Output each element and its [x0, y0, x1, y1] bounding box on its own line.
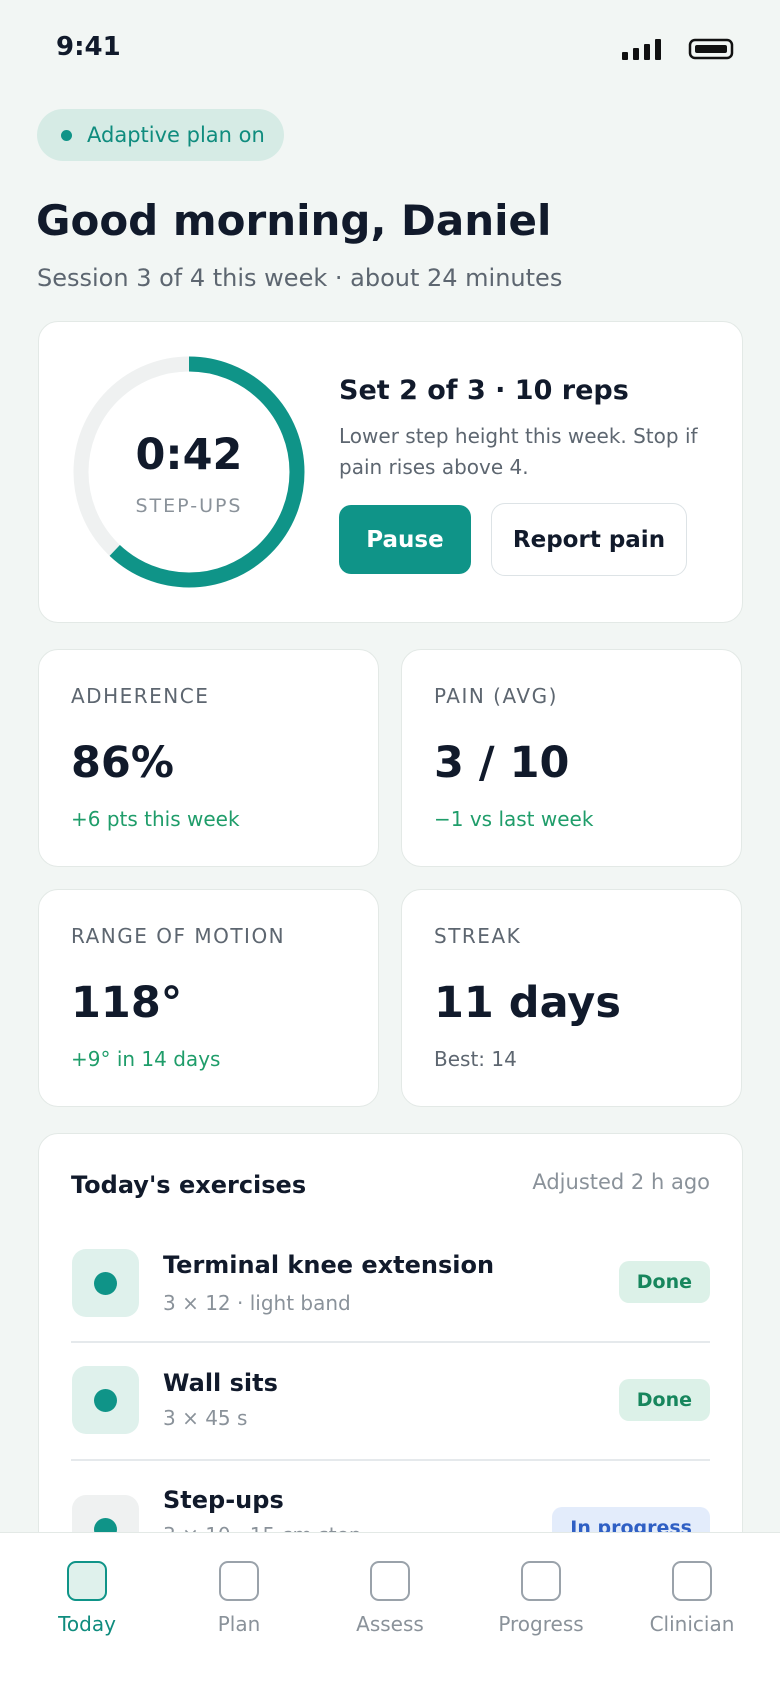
stat-label: ADHERENCE — [71, 684, 210, 708]
stat-delta: −1 vs last week — [434, 807, 594, 831]
status-icons — [622, 38, 734, 60]
session-card: 0:42 STEP-UPS Set 2 of 3 · 10 reps Lower… — [38, 321, 743, 623]
report-pain-button[interactable]: Report pain — [491, 503, 687, 576]
greeting: Good morning, Daniel — [36, 196, 552, 245]
tab-icon[interactable] — [67, 1561, 107, 1601]
tab-icon[interactable] — [370, 1561, 410, 1601]
timer: 0:42 — [135, 430, 243, 480]
tab-label[interactable]: Clinician — [649, 1612, 735, 1636]
tab-icon[interactable] — [219, 1561, 259, 1601]
tab-label[interactable]: Plan — [217, 1612, 261, 1636]
status-badge: Done — [618, 1379, 710, 1421]
stat-card: PAIN (AVG) 3 / 10 −1 vs last week — [401, 649, 742, 867]
stat-delta: +6 pts this week — [71, 807, 240, 831]
stat-label: RANGE OF MOTION — [71, 924, 286, 948]
stat-value: 3 / 10 — [434, 738, 570, 788]
exercise-label: STEP-UPS — [135, 495, 243, 517]
adaptive-badge: Adaptive plan on — [37, 109, 284, 161]
stat-delta: +9° in 14 days — [71, 1047, 221, 1071]
note: Lower step height this week. Stop if pai… — [339, 424, 698, 479]
exercise-name: Step-ups — [163, 1486, 284, 1514]
exercise-detail: 3 × 12 · light band — [163, 1291, 351, 1315]
exercises-title: Today's exercises — [71, 1171, 307, 1199]
time: 9:41 — [56, 32, 121, 62]
divider — [71, 1341, 710, 1343]
status-badge: Done — [618, 1261, 710, 1303]
stat-label: STREAK — [434, 924, 522, 948]
exercise-name: Wall sits — [163, 1369, 278, 1397]
subtitle: Session 3 of 4 this week · about 24 minu… — [37, 264, 563, 292]
tab-bar — [0, 1532, 780, 1688]
badge-text: Adaptive plan on — [87, 123, 265, 147]
stat-value: 86% — [71, 738, 174, 788]
set-info: Set 2 of 3 · 10 reps — [339, 375, 629, 406]
pause-button[interactable]: Pause — [339, 505, 471, 574]
progress-ring — [73, 356, 305, 588]
tab-label[interactable]: Today — [58, 1612, 116, 1636]
exercise-detail: 3 × 45 s — [163, 1406, 248, 1430]
exercises-meta: Adjusted 2 h ago — [532, 1170, 710, 1194]
stat-label: PAIN (AVG) — [434, 684, 558, 708]
tab-icon[interactable] — [521, 1561, 561, 1601]
stat-delta: Best: 14 — [434, 1047, 517, 1071]
exercise-icon — [72, 1249, 139, 1317]
divider — [71, 1459, 710, 1461]
tab-label[interactable]: Assess — [356, 1612, 424, 1636]
stat-value: 11 days — [434, 978, 621, 1028]
exercise-icon — [72, 1366, 139, 1434]
stat-card: RANGE OF MOTION 118° +9° in 14 days — [38, 889, 379, 1107]
tab-label[interactable]: Progress — [498, 1612, 584, 1636]
stat-value: 118° — [71, 978, 183, 1028]
stat-card: ADHERENCE 86% +6 pts this week — [38, 649, 379, 867]
stat-card: STREAK 11 days Best: 14 — [401, 889, 742, 1107]
tab-icon[interactable] — [672, 1561, 712, 1601]
exercise-name: Terminal knee extension — [163, 1251, 495, 1279]
